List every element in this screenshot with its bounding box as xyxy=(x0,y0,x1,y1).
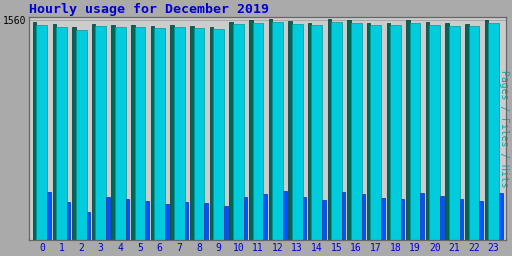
Bar xyxy=(390,25,401,240)
Bar xyxy=(224,207,227,240)
Bar xyxy=(87,212,90,240)
Bar xyxy=(213,28,224,240)
Bar xyxy=(468,26,479,240)
Bar xyxy=(328,19,331,240)
Bar xyxy=(145,201,149,240)
Bar xyxy=(67,202,71,240)
Bar xyxy=(252,23,263,240)
Bar xyxy=(426,22,430,240)
Bar xyxy=(331,22,342,240)
Bar xyxy=(440,196,444,240)
Bar xyxy=(322,200,326,240)
Bar xyxy=(53,24,56,240)
Bar xyxy=(272,22,283,240)
Bar xyxy=(233,24,244,240)
Bar xyxy=(56,27,67,240)
Bar xyxy=(342,192,346,240)
Bar xyxy=(72,27,76,240)
Bar xyxy=(387,23,390,240)
Bar xyxy=(95,26,106,240)
Bar xyxy=(263,194,267,240)
Bar xyxy=(269,19,272,240)
Bar xyxy=(351,23,361,240)
Bar xyxy=(410,23,420,240)
Bar xyxy=(347,20,351,240)
Bar xyxy=(288,22,292,240)
Bar xyxy=(449,26,460,240)
Bar xyxy=(36,25,47,240)
Bar xyxy=(244,197,247,240)
Bar xyxy=(401,199,404,240)
Bar xyxy=(190,26,194,240)
Bar xyxy=(370,25,381,240)
Bar xyxy=(210,27,213,240)
Bar xyxy=(361,194,365,240)
Text: Hourly usage for December 2019: Hourly usage for December 2019 xyxy=(29,3,269,16)
Bar xyxy=(465,24,468,240)
Bar xyxy=(170,25,174,240)
Bar xyxy=(445,23,449,240)
Bar xyxy=(381,198,385,240)
Bar xyxy=(47,192,51,240)
Bar xyxy=(303,197,306,240)
Bar xyxy=(126,199,130,240)
Bar xyxy=(485,20,488,240)
Bar xyxy=(292,24,303,240)
Bar xyxy=(115,27,126,240)
Bar xyxy=(165,204,168,240)
Bar xyxy=(76,30,87,240)
Y-axis label: Pages / Files / Hits: Pages / Files / Hits xyxy=(499,70,509,187)
Bar xyxy=(33,22,36,240)
Bar xyxy=(249,20,252,240)
Bar xyxy=(204,203,208,240)
Bar xyxy=(308,23,311,240)
Bar xyxy=(112,25,115,240)
Bar xyxy=(131,25,135,240)
Bar xyxy=(367,23,370,240)
Bar xyxy=(420,193,424,240)
Bar xyxy=(154,28,165,240)
Bar xyxy=(499,193,503,240)
Bar xyxy=(488,23,499,240)
Bar xyxy=(185,202,188,240)
Bar xyxy=(460,199,463,240)
Bar xyxy=(479,201,483,240)
Bar xyxy=(311,25,322,240)
Bar xyxy=(229,22,233,240)
Bar xyxy=(106,197,110,240)
Bar xyxy=(174,27,185,240)
Bar xyxy=(406,20,410,240)
Bar xyxy=(92,24,95,240)
Bar xyxy=(135,27,145,240)
Bar xyxy=(283,191,287,240)
Bar xyxy=(151,26,154,240)
Bar xyxy=(194,28,204,240)
Bar xyxy=(430,25,440,240)
